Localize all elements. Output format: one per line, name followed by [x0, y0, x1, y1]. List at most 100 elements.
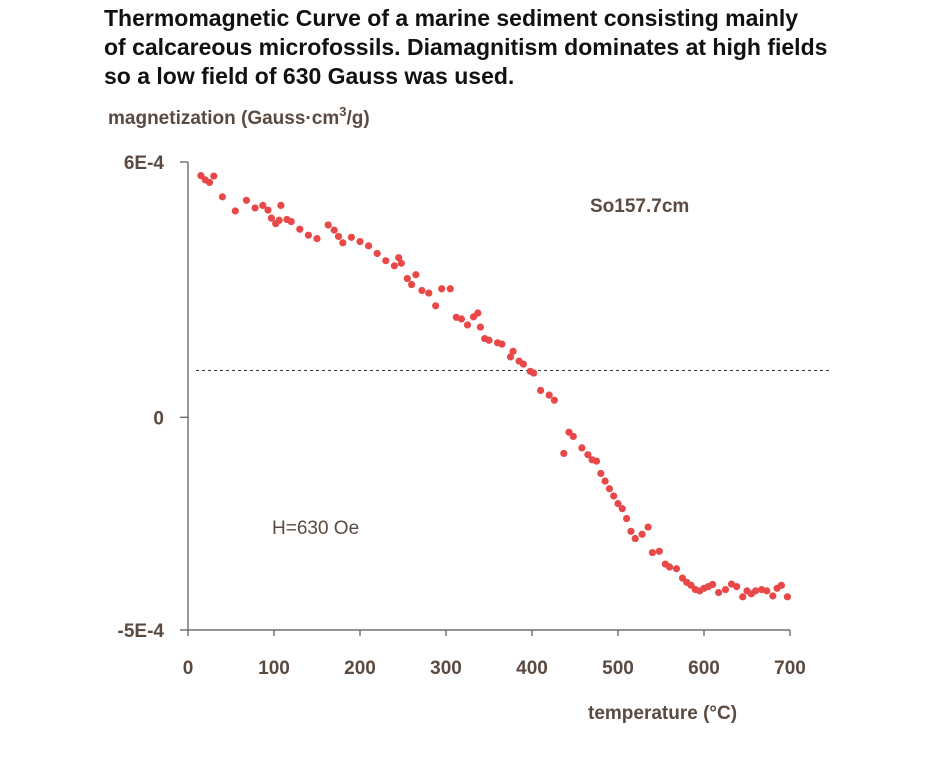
data-point: [231, 207, 239, 215]
data-point: [666, 563, 674, 571]
data-point: [783, 593, 792, 601]
data-point: [485, 336, 493, 344]
data-point: [264, 206, 272, 214]
x-tick-label: 500: [602, 658, 634, 679]
data-point: [412, 271, 420, 279]
data-point: [324, 221, 332, 229]
sample-annotation: So157.7cm: [590, 196, 689, 217]
data-point: [578, 444, 586, 452]
data-point: [287, 217, 295, 226]
data-point: [618, 505, 626, 513]
data-point: [638, 530, 646, 538]
chart-title: Thermomagnetic Curve of a marine sedimen…: [104, 4, 934, 91]
data-point: [584, 451, 592, 459]
data-point: [592, 457, 601, 465]
data-point: [438, 285, 446, 293]
data-point: [365, 242, 373, 250]
data-point: [339, 239, 347, 247]
data-point: [382, 257, 390, 265]
data-point: [752, 587, 760, 595]
y-axis-label-tail: /g): [346, 108, 369, 129]
data-point: [614, 500, 622, 508]
data-point: [259, 201, 267, 209]
data-point: [777, 581, 786, 589]
data-point: [610, 492, 618, 500]
chart-title-line: of calcareous microfossils. Diamagnitism…: [104, 34, 828, 60]
chart-title-line: Thermomagnetic Curve of a marine sedimen…: [104, 5, 799, 31]
data-point: [733, 583, 741, 591]
data-point: [631, 534, 639, 543]
data-point: [390, 262, 398, 270]
y-tick-label: 0: [153, 408, 164, 429]
data-point: [550, 396, 558, 404]
tick-layer: 0 100 200 300 400 500 600 700 6E-4 0 -5E-4: [118, 153, 806, 679]
y-axis-label-main: magnetization (Gauss·cm: [108, 108, 339, 129]
y-tick-label: 6E-4: [124, 153, 165, 174]
data-point: [569, 432, 577, 441]
data-point: [623, 514, 631, 523]
data-point: [218, 193, 226, 201]
data-point: [739, 593, 747, 601]
y-axis-label-superscript: 3: [339, 104, 346, 119]
data-point: [672, 565, 681, 573]
data-point: [373, 249, 381, 258]
data-point: [648, 548, 657, 557]
data-point: [627, 527, 635, 535]
x-tick-label: 200: [344, 658, 376, 679]
data-point: [356, 237, 364, 246]
data-point: [721, 585, 730, 594]
field-annotation: H=630 Oe: [272, 518, 359, 539]
data-point: [251, 204, 259, 212]
data-point: [275, 216, 283, 224]
data-point: [205, 178, 214, 187]
data-point: [763, 587, 771, 595]
data-point: [425, 289, 433, 297]
data-point: [530, 369, 538, 377]
y-axis-label: magnetization (Gauss·cm3/g): [108, 104, 370, 129]
data-point: [395, 254, 403, 262]
data-point: [242, 196, 251, 204]
data-point: [709, 580, 717, 589]
x-tick-label: 300: [430, 658, 462, 679]
data-point: [432, 302, 440, 310]
data-point: [601, 477, 609, 485]
data-point: [476, 323, 484, 331]
x-tick-label: 700: [774, 658, 806, 679]
data-point: [537, 386, 545, 395]
data-point: [267, 214, 276, 222]
data-point: [330, 226, 338, 234]
data-point: [304, 231, 312, 239]
data-point: [605, 485, 614, 493]
data-point: [418, 286, 426, 295]
data-point: [313, 234, 321, 243]
data-point: [560, 449, 568, 458]
data-point: [403, 274, 411, 283]
data-point: [408, 280, 416, 289]
data-point: [474, 309, 482, 317]
data-point: [644, 523, 652, 531]
data-point: [296, 225, 304, 233]
data-point: [457, 315, 466, 323]
data-points: [197, 172, 792, 601]
data-point: [210, 172, 218, 180]
x-axis-label: temperature (°C): [588, 703, 737, 724]
data-point: [397, 259, 405, 267]
x-tick-label: 0: [183, 658, 194, 679]
chart-title-line: so a low field of 630 Gauss was used.: [104, 63, 515, 89]
data-point: [509, 347, 517, 355]
data-point: [347, 233, 355, 241]
x-tick-label: 600: [688, 658, 720, 679]
y-tick-label: -5E-4: [118, 621, 165, 642]
data-point: [715, 588, 723, 597]
data-point: [277, 201, 285, 209]
x-tick-label: 100: [258, 658, 290, 679]
data-point: [334, 232, 343, 241]
data-point: [498, 340, 506, 348]
data-point: [463, 321, 472, 329]
data-point: [506, 353, 515, 361]
data-point: [545, 391, 553, 399]
data-point: [446, 285, 454, 293]
data-point: [519, 360, 528, 368]
data-point: [597, 469, 605, 478]
